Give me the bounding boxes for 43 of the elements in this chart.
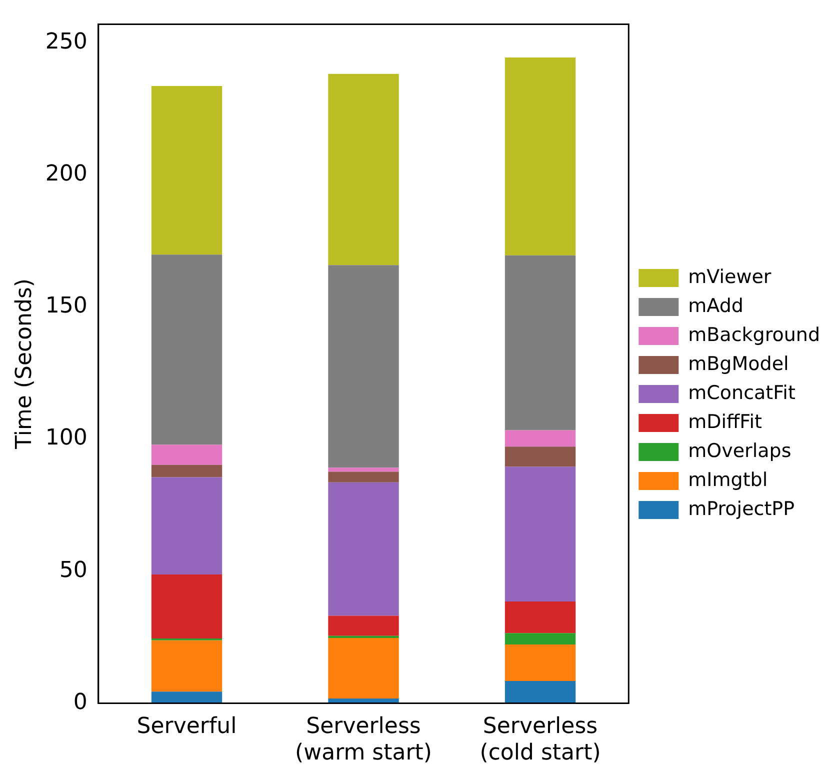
y-tick-label: 150 bbox=[45, 294, 88, 319]
bar bbox=[151, 254, 222, 445]
bar bbox=[504, 446, 576, 467]
y-tick-label: 250 bbox=[45, 29, 88, 54]
bar bbox=[151, 464, 222, 478]
y-axis-title: Time (Seconds) bbox=[12, 278, 37, 450]
y-tick-label: 50 bbox=[59, 558, 88, 583]
legend-label: mAdd bbox=[688, 294, 744, 317]
bar bbox=[151, 640, 222, 692]
x-tick-label: Serverless (cold start) bbox=[480, 714, 601, 766]
legend-label: mImgtbl bbox=[688, 468, 768, 491]
bar bbox=[328, 616, 399, 636]
bar bbox=[151, 477, 222, 575]
bar bbox=[504, 633, 576, 645]
bar bbox=[504, 57, 576, 256]
bar bbox=[328, 265, 399, 468]
bar bbox=[151, 86, 222, 255]
bar bbox=[504, 644, 576, 682]
legend-label: mDiffFit bbox=[688, 410, 762, 433]
bar bbox=[328, 468, 399, 472]
legend-label: mProjectPP bbox=[688, 498, 795, 520]
y-tick-label: 200 bbox=[45, 162, 88, 187]
x-tick-label: Serverless (warm start) bbox=[295, 714, 432, 766]
bar bbox=[328, 638, 399, 698]
bar bbox=[151, 574, 222, 638]
y-tick-label: 100 bbox=[45, 426, 88, 451]
bar bbox=[151, 692, 222, 704]
bar bbox=[504, 255, 576, 430]
bar bbox=[328, 74, 399, 266]
legend-label: mBgModel bbox=[688, 352, 789, 375]
bar bbox=[328, 482, 399, 616]
bar bbox=[504, 466, 576, 602]
legend-label: mConcatFit bbox=[688, 382, 796, 404]
bar bbox=[504, 681, 576, 704]
legend-label: mOverlaps bbox=[688, 440, 792, 462]
bar bbox=[151, 444, 222, 465]
x-tick-label: Serverful bbox=[136, 714, 237, 740]
legend-label: mViewer bbox=[688, 266, 772, 288]
y-tick-label: 0 bbox=[73, 690, 88, 715]
legend-label: mBackground bbox=[688, 324, 820, 346]
bar bbox=[328, 472, 399, 482]
bar bbox=[504, 430, 576, 447]
bar bbox=[504, 601, 576, 634]
